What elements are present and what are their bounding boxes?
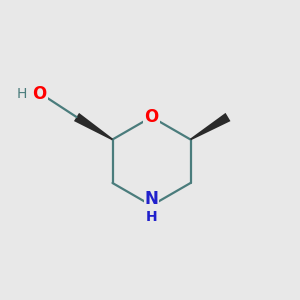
Polygon shape [190,113,230,140]
Text: O: O [144,108,159,126]
Polygon shape [74,113,113,140]
Text: H: H [16,88,27,101]
Text: O: O [32,85,46,103]
Text: H: H [146,210,157,224]
Text: N: N [145,190,158,208]
